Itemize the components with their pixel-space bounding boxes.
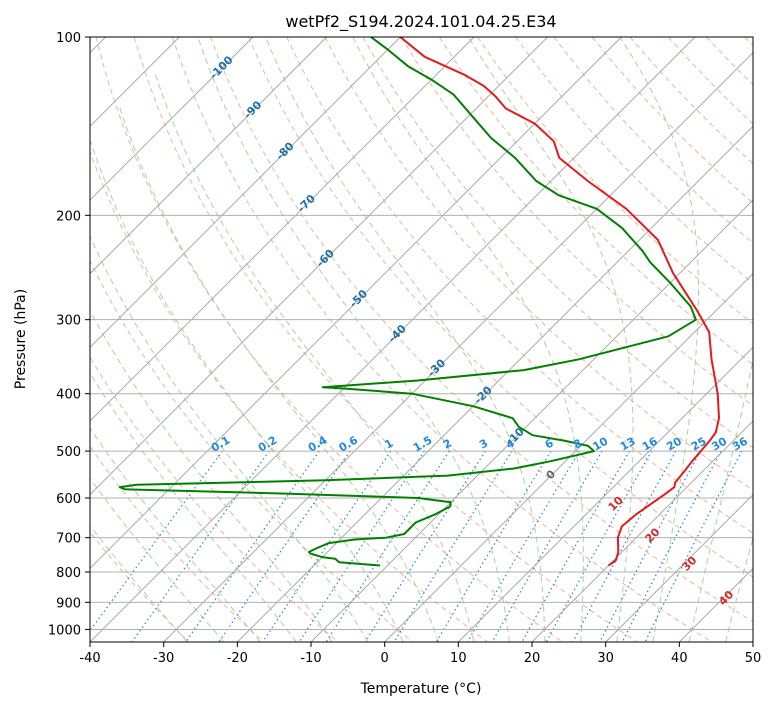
x-tick-label: 40 <box>671 651 688 666</box>
chart-title: wetPf2_S194.2024.101.04.25.E34 <box>285 12 556 32</box>
y-axis-label: Pressure (hPa) <box>13 289 29 389</box>
x-axis-label: Temperature (°C) <box>360 681 482 697</box>
x-tick-label: 10 <box>450 651 467 666</box>
y-tick-label: 700 <box>56 532 81 547</box>
x-tick-label: 50 <box>745 651 762 666</box>
x-tick-label: -20 <box>227 651 248 666</box>
y-tick-label: 300 <box>56 314 81 329</box>
y-tick-label: 800 <box>56 566 81 581</box>
y-tick-label: 100 <box>56 31 81 46</box>
y-tick-label: 500 <box>56 445 81 460</box>
y-tick-label: 400 <box>56 388 81 403</box>
y-tick-label: 200 <box>56 209 81 224</box>
x-tick-label: 20 <box>524 651 541 666</box>
x-tick-label: -30 <box>153 651 174 666</box>
y-tick-label: 900 <box>56 596 81 611</box>
y-tick-label: 1000 <box>48 623 81 638</box>
x-tick-label: -40 <box>79 651 100 666</box>
x-tick-label: -10 <box>300 651 321 666</box>
x-tick-label: 0 <box>381 651 389 666</box>
x-tick-label: 30 <box>597 651 614 666</box>
y-tick-label: 600 <box>56 492 81 507</box>
